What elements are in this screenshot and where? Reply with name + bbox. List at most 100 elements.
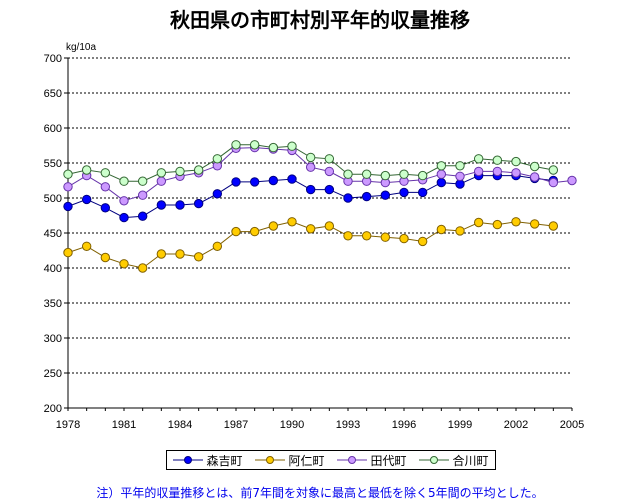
data-point-2 <box>119 196 129 206</box>
data-point-3 <box>249 140 260 150</box>
x-tick-label: 1993 <box>336 419 360 431</box>
data-point-1 <box>119 259 129 269</box>
data-point-3 <box>175 166 185 177</box>
y-tick-label: 250 <box>44 368 62 380</box>
y-tick-label: 350 <box>44 298 62 310</box>
data-point-3 <box>156 168 167 178</box>
data-point-0 <box>287 174 297 184</box>
x-tick-label: 1996 <box>392 419 416 431</box>
x-tick-label: 1987 <box>224 419 248 431</box>
data-point-3 <box>529 161 540 172</box>
data-point-0 <box>81 194 92 205</box>
x-tick-label: 1978 <box>56 419 80 431</box>
y-tick-label: 200 <box>44 403 62 415</box>
data-point-1 <box>231 226 241 237</box>
data-point-3 <box>548 165 559 175</box>
data-point-1 <box>249 226 260 237</box>
data-point-1 <box>305 224 316 234</box>
data-point-1 <box>511 217 521 227</box>
data-point-2 <box>492 166 503 177</box>
data-point-0 <box>119 212 129 223</box>
data-point-1 <box>193 252 204 262</box>
data-point-3 <box>436 161 447 171</box>
data-point-3 <box>81 165 92 175</box>
legend-marker-aikawa <box>419 456 450 464</box>
legend-label: 阿仁町 <box>288 453 325 468</box>
x-tick-label: 2002 <box>504 419 528 431</box>
data-point-2 <box>63 182 73 192</box>
data-point-0 <box>305 184 316 195</box>
data-point-0 <box>212 189 223 199</box>
legend-label: 森吉町 <box>206 453 243 468</box>
data-point-2 <box>529 172 540 182</box>
data-point-1 <box>436 224 447 235</box>
data-point-3 <box>380 170 391 181</box>
data-point-0 <box>361 191 372 202</box>
x-tick-label: 1990 <box>280 419 304 431</box>
legend-label: 合川町 <box>452 453 489 468</box>
data-point-1 <box>156 249 167 259</box>
data-point-2 <box>305 162 316 172</box>
x-tick-label: 2005 <box>560 419 584 431</box>
data-point-1 <box>212 241 223 252</box>
data-point-0 <box>399 187 409 198</box>
data-point-2 <box>511 168 521 178</box>
data-point-1 <box>81 241 92 252</box>
data-point-1 <box>100 252 111 263</box>
y-tick-label: 300 <box>44 333 62 345</box>
axes: 200 250 300 350 400 450 500 550 600 650 700 1978 198… <box>44 53 585 431</box>
data-point-0 <box>137 211 148 221</box>
x-tick-label: 1984 <box>168 419 192 431</box>
data-point-1 <box>63 247 73 258</box>
line-chart: 200 250 300 350 400 450 500 550 600 650 700 1978 198… <box>44 42 585 431</box>
data-point-3 <box>399 169 409 179</box>
data-point-3 <box>63 169 73 179</box>
data-point-1 <box>473 217 484 228</box>
data-point-1 <box>268 221 279 231</box>
data-point-0 <box>455 179 465 189</box>
data-point-1 <box>455 226 465 236</box>
data-point-0 <box>193 198 204 209</box>
gridlines <box>68 57 572 374</box>
y-tick-label: 550 <box>44 158 62 170</box>
data-point-3 <box>268 142 279 153</box>
data-point-1 <box>399 233 409 244</box>
data-point-1 <box>417 236 428 247</box>
data-point-3 <box>324 154 335 164</box>
data-point-3 <box>212 154 223 164</box>
data-point-2 <box>324 166 335 177</box>
data-point-3 <box>231 140 241 150</box>
data-point-0 <box>100 203 111 213</box>
data-point-1 <box>287 217 297 227</box>
data-point-3 <box>417 170 428 181</box>
legend-marker-morioshi <box>173 456 204 464</box>
data-point-0 <box>324 184 335 195</box>
data-point-0 <box>231 177 241 187</box>
data-point-1 <box>324 221 335 231</box>
legend-label: 田代町 <box>370 453 407 468</box>
data-point-3 <box>193 165 204 175</box>
data-point-1 <box>529 219 540 229</box>
data-point-0 <box>175 200 185 210</box>
data-point-0 <box>436 177 447 188</box>
data-point-0 <box>249 177 260 187</box>
data-point-2 <box>473 166 484 177</box>
y-tick-label: 600 <box>44 123 62 135</box>
series-line-2 <box>67 147 573 202</box>
data-point-3 <box>361 169 372 179</box>
data-point-3 <box>119 176 129 186</box>
data-point-0 <box>380 190 391 200</box>
data-point-1 <box>343 231 353 241</box>
y-axis-unit: kg/10a <box>66 42 96 53</box>
data-point-3 <box>305 152 316 163</box>
legend-item-ani: 阿仁町 <box>255 452 325 469</box>
data-point-2 <box>548 177 559 188</box>
data-point-3 <box>511 156 521 167</box>
x-tick-label: 1999 <box>448 419 472 431</box>
legend-item-tashiro: 田代町 <box>337 452 407 469</box>
chart-title: 秋田県の市町村別平年的収量推移 <box>170 8 470 32</box>
data-point-0 <box>417 187 428 198</box>
data-point-1 <box>137 263 148 273</box>
data-point-3 <box>455 161 465 171</box>
